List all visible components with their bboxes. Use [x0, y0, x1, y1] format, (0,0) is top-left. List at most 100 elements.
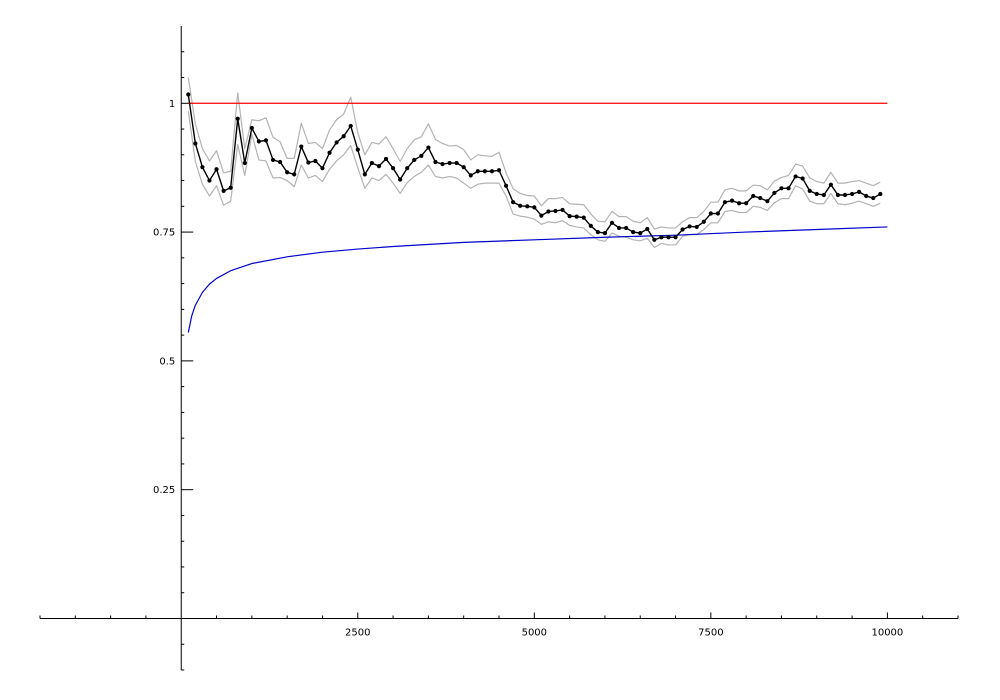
estimate-point	[454, 160, 459, 166]
estimate-point	[235, 116, 240, 121]
y-tick-label: 0.25	[153, 485, 175, 496]
estimate-point	[426, 145, 431, 150]
estimate-line	[187, 94, 881, 241]
estimate-point	[560, 207, 565, 213]
estimate-point	[609, 220, 615, 225]
estimate-point	[878, 191, 883, 197]
estimate-point	[857, 189, 862, 194]
estimate-point	[242, 160, 247, 166]
estimate-point	[821, 192, 826, 198]
y-tick-label: 1	[169, 99, 175, 110]
estimate-point	[659, 235, 664, 240]
estimate-point	[807, 188, 812, 193]
estimate-point	[299, 144, 304, 149]
estimate-point	[800, 176, 805, 181]
estimate-point	[828, 182, 833, 187]
estimate-point	[624, 225, 629, 231]
estimate-point	[249, 125, 254, 131]
x-ticks: 2500 5000 7500 10000	[39, 612, 959, 638]
estimate-point	[207, 178, 212, 183]
x-tick-label: 7500	[698, 627, 723, 638]
estimate-point	[793, 174, 798, 179]
estimate-point	[849, 191, 855, 197]
estimate-point	[602, 231, 608, 236]
estimate-point	[489, 169, 495, 174]
estimate-point	[652, 237, 657, 242]
x-tick-label: 5000	[522, 627, 547, 638]
x-tick-label: 2500	[345, 627, 370, 638]
estimate-point	[348, 123, 353, 129]
estimate-point	[327, 150, 332, 155]
estimate-point	[468, 173, 473, 178]
estimate-point	[277, 159, 283, 165]
estimate-point	[461, 165, 466, 170]
estimate-point	[638, 231, 643, 236]
estimate-point	[871, 195, 876, 201]
estimate-point	[772, 190, 777, 196]
y-tick-label: 0.5	[159, 356, 175, 367]
estimate-point	[694, 224, 699, 230]
estimate-point	[581, 215, 586, 220]
estimate-point	[744, 201, 749, 206]
estimate-point	[221, 188, 226, 193]
estimate-point	[687, 224, 692, 229]
estimate-point	[715, 211, 721, 216]
estimate-point	[729, 198, 735, 203]
estimate-point	[376, 164, 382, 169]
estimate-point	[440, 161, 445, 167]
estimate-point	[383, 156, 389, 162]
estimate-point	[285, 170, 290, 175]
estimate-point	[200, 165, 205, 170]
estimate-point	[412, 157, 417, 163]
estimate-point	[193, 141, 198, 146]
estimate-point	[398, 177, 403, 182]
estimate-point	[390, 166, 396, 171]
estimate-point	[334, 140, 339, 145]
estimate-point	[518, 203, 523, 208]
estimate-point	[701, 219, 706, 224]
estimate-point	[595, 229, 600, 235]
estimate-point	[758, 195, 763, 201]
estimate-point	[751, 193, 756, 199]
estimate-point	[842, 192, 848, 198]
estimate-point	[835, 192, 841, 198]
estimate-point	[292, 172, 297, 177]
estimate-point	[532, 205, 537, 210]
estimate-point	[320, 166, 325, 171]
lower-band-line	[187, 110, 881, 249]
estimate-point	[405, 166, 410, 171]
estimate-point	[214, 167, 219, 172]
y-ticks: 0.25 0.5 0.75 1	[153, 51, 194, 671]
estimate-point	[341, 134, 346, 139]
estimate-point	[419, 153, 424, 158]
estimate-point	[680, 227, 685, 232]
estimate-point	[786, 186, 791, 191]
estimate-point	[313, 158, 318, 164]
estimate-point	[553, 208, 558, 214]
estimate-point	[447, 160, 452, 166]
estimate-point	[765, 199, 770, 204]
estimate-point	[369, 160, 374, 166]
estimate-point	[588, 223, 593, 228]
estimate-point	[666, 235, 671, 240]
estimate-point	[482, 169, 487, 174]
estimate-point	[814, 191, 819, 197]
estimate-point	[525, 204, 530, 209]
estimate-point	[736, 201, 742, 206]
estimate-point	[631, 229, 636, 235]
estimate-point	[496, 168, 502, 173]
estimate-point	[616, 225, 622, 231]
estimate-point	[574, 214, 579, 219]
estimate-point	[673, 235, 678, 240]
estimate-point	[263, 138, 269, 143]
estimate-point	[864, 193, 869, 199]
estimate-point	[511, 200, 516, 205]
axes: 2500 5000 7500 10000 0.25 0.5 0.75 1	[39, 26, 959, 671]
y-tick-label: 0.75	[153, 228, 175, 239]
estimate-point	[779, 186, 784, 191]
estimate-point	[567, 214, 572, 219]
estimate-point	[270, 157, 276, 163]
estimate-point	[306, 160, 311, 165]
estimate-point	[475, 169, 480, 174]
